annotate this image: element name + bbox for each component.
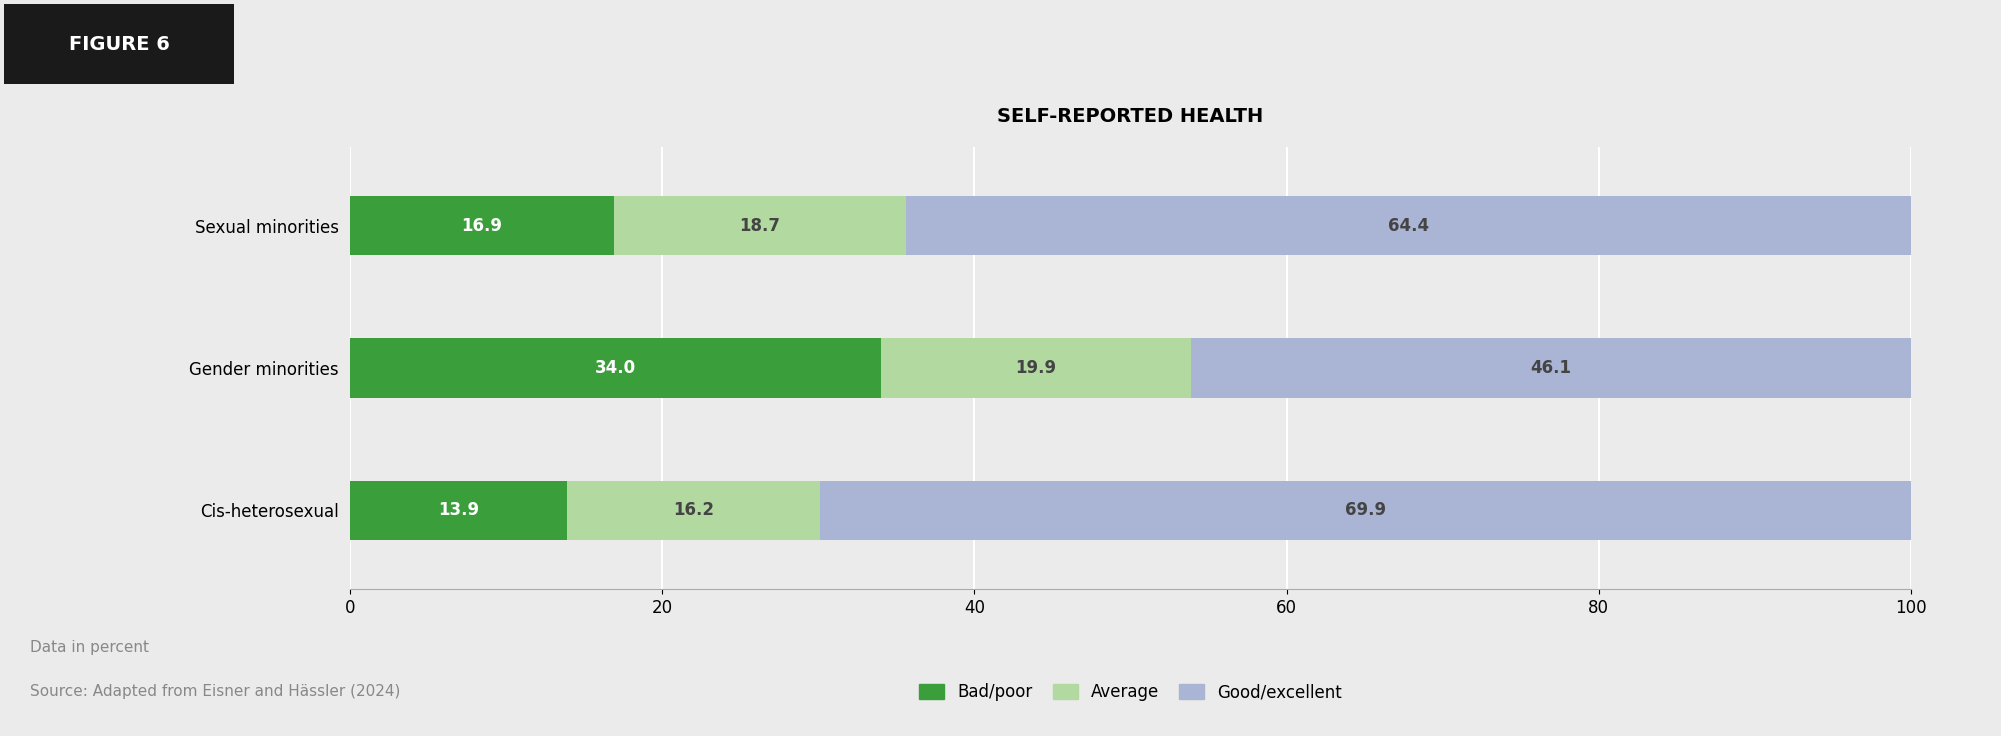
Text: Source: Adapted from Eisner and Hässler (2024): Source: Adapted from Eisner and Hässler … — [30, 684, 400, 699]
Text: 16.2: 16.2 — [672, 501, 714, 520]
Text: Data in percent: Data in percent — [30, 640, 148, 655]
Text: 16.9: 16.9 — [462, 216, 502, 235]
Bar — [4, 4, 234, 84]
Bar — [1191, 338, 1911, 398]
Bar — [350, 338, 880, 398]
Text: 34.0: 34.0 — [594, 359, 636, 377]
Text: 18.7: 18.7 — [740, 216, 780, 235]
Bar — [820, 481, 1911, 540]
Text: 46.1: 46.1 — [1531, 359, 1571, 377]
Legend: Bad/poor, Average, Good/excellent: Bad/poor, Average, Good/excellent — [912, 676, 1349, 708]
Bar — [566, 481, 820, 540]
Bar — [880, 338, 1191, 398]
Text: 69.9: 69.9 — [1345, 501, 1387, 520]
Text: FIGURE 6: FIGURE 6 — [68, 35, 170, 54]
Bar — [350, 481, 566, 540]
Text: 13.9: 13.9 — [438, 501, 478, 520]
Bar — [350, 196, 614, 255]
Text: 19.9: 19.9 — [1017, 359, 1057, 377]
Bar — [614, 196, 906, 255]
Bar — [906, 196, 1911, 255]
Title: SELF-REPORTED HEALTH: SELF-REPORTED HEALTH — [996, 107, 1265, 126]
Text: 64.4: 64.4 — [1389, 216, 1429, 235]
